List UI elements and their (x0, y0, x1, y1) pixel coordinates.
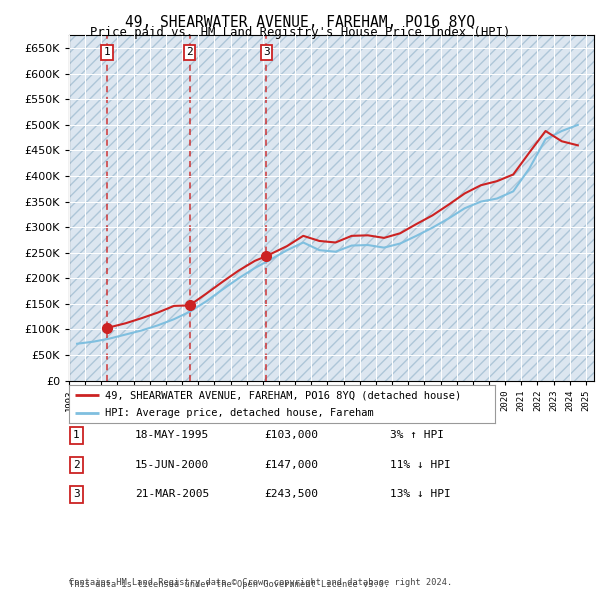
Text: 13% ↓ HPI: 13% ↓ HPI (390, 490, 451, 499)
Text: 3: 3 (73, 490, 80, 499)
Text: 1: 1 (104, 47, 110, 57)
Text: 1: 1 (73, 431, 80, 440)
Text: 2: 2 (73, 460, 80, 470)
Text: £147,000: £147,000 (264, 460, 318, 470)
Text: 49, SHEARWATER AVENUE, FAREHAM, PO16 8YQ: 49, SHEARWATER AVENUE, FAREHAM, PO16 8YQ (125, 15, 475, 30)
Text: 49, SHEARWATER AVENUE, FAREHAM, PO16 8YQ (detached house): 49, SHEARWATER AVENUE, FAREHAM, PO16 8YQ… (105, 391, 461, 401)
Text: 3% ↑ HPI: 3% ↑ HPI (390, 431, 444, 440)
Text: HPI: Average price, detached house, Fareham: HPI: Average price, detached house, Fare… (105, 408, 374, 418)
Text: Contains HM Land Registry data © Crown copyright and database right 2024.: Contains HM Land Registry data © Crown c… (69, 578, 452, 587)
Text: 11% ↓ HPI: 11% ↓ HPI (390, 460, 451, 470)
Text: 15-JUN-2000: 15-JUN-2000 (135, 460, 209, 470)
Text: £103,000: £103,000 (264, 431, 318, 440)
Text: 2: 2 (186, 47, 193, 57)
Text: 18-MAY-1995: 18-MAY-1995 (135, 431, 209, 440)
Text: £243,500: £243,500 (264, 490, 318, 499)
Text: This data is licensed under the Open Government Licence v3.0.: This data is licensed under the Open Gov… (69, 581, 389, 589)
Text: 3: 3 (263, 47, 270, 57)
Text: 21-MAR-2005: 21-MAR-2005 (135, 490, 209, 499)
Text: Price paid vs. HM Land Registry's House Price Index (HPI): Price paid vs. HM Land Registry's House … (90, 26, 510, 39)
